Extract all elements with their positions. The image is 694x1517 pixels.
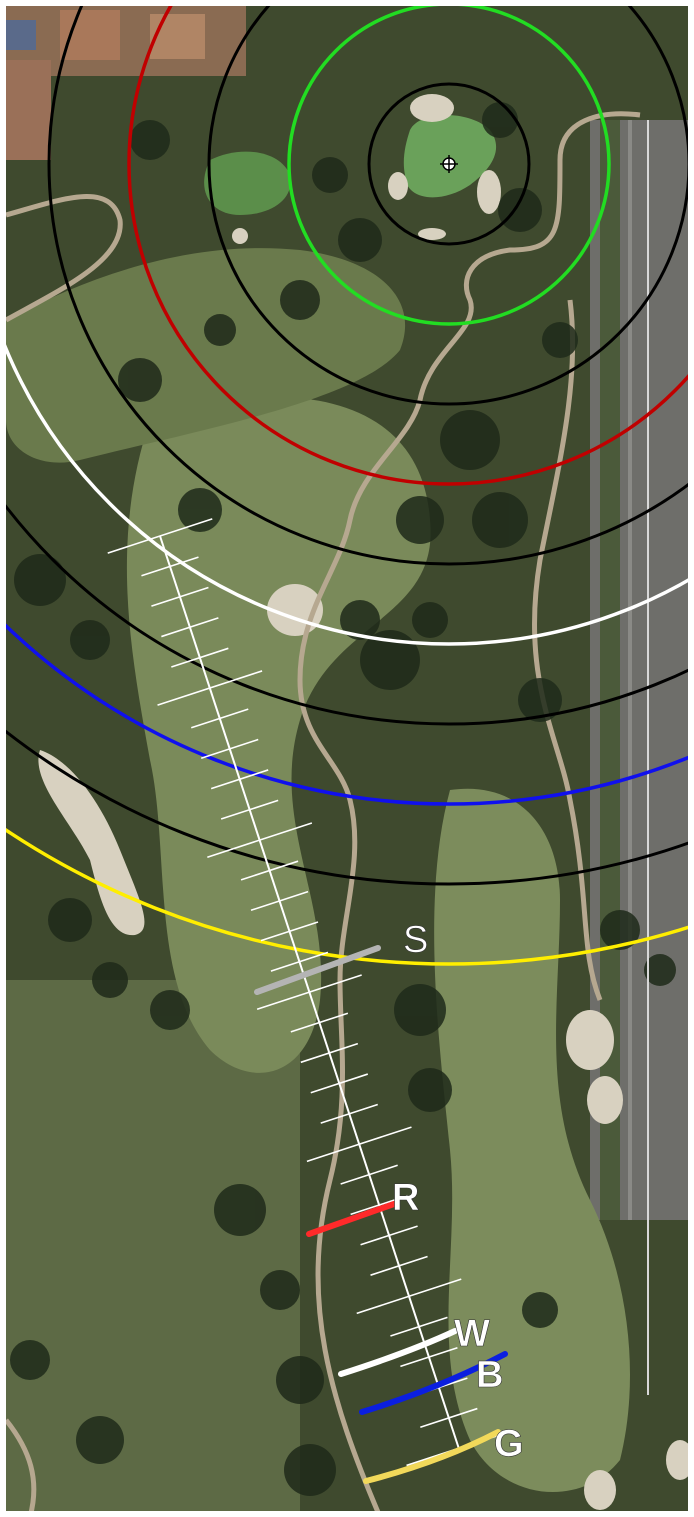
ladder-tick bbox=[190, 708, 249, 729]
ladder-tick bbox=[171, 647, 229, 668]
ring-white bbox=[6, 343, 694, 646]
tee-marker-w[interactable] bbox=[338, 1328, 458, 1377]
ladder-tick bbox=[141, 556, 199, 577]
ladder-tick bbox=[320, 1103, 378, 1124]
ladder-tick bbox=[151, 586, 209, 607]
tee-label-w: W bbox=[454, 1313, 490, 1355]
ladder-tick bbox=[370, 1255, 428, 1276]
ladder-tick bbox=[200, 738, 259, 759]
ladder-major-tick bbox=[306, 1126, 412, 1163]
ladder-tick bbox=[220, 799, 279, 820]
ladder-major-tick bbox=[107, 518, 213, 554]
ring-black-5 bbox=[6, 729, 694, 886]
yardage-ladder bbox=[107, 518, 512, 1467]
ladder-tick bbox=[161, 617, 219, 638]
putting-green bbox=[403, 115, 497, 198]
main-fairway bbox=[126, 396, 431, 1073]
ladder-tick bbox=[360, 1225, 418, 1246]
ring-blue bbox=[6, 623, 694, 806]
tee-label-s: S bbox=[403, 919, 428, 961]
ladder-tick bbox=[270, 951, 329, 972]
tee-marker-b[interactable] bbox=[359, 1351, 508, 1415]
ladder-tick bbox=[340, 1164, 398, 1185]
ladder-major-tick bbox=[157, 670, 263, 706]
ring-inner bbox=[367, 82, 531, 246]
tee-marker-s[interactable] bbox=[254, 945, 381, 995]
ring-black-3 bbox=[47, 6, 694, 566]
tee-label-g: G bbox=[494, 1423, 524, 1465]
ladder-tick bbox=[300, 1042, 359, 1064]
trees bbox=[10, 102, 676, 1496]
ladder-tick bbox=[420, 1407, 478, 1429]
ladder-tick bbox=[290, 1012, 349, 1033]
side-green bbox=[204, 151, 291, 215]
ladder-tick bbox=[400, 1346, 458, 1368]
ring-black-4 bbox=[6, 503, 694, 726]
ladder-major-tick bbox=[356, 1278, 462, 1315]
tee-marker-g[interactable] bbox=[363, 1429, 501, 1484]
ring-green bbox=[287, 6, 611, 326]
ladder-tick bbox=[210, 769, 269, 790]
bunkers bbox=[38, 94, 694, 1510]
ladder-major-tick bbox=[256, 974, 362, 1011]
crosshair-pin-icon[interactable] bbox=[440, 155, 458, 173]
ladder-major-tick bbox=[207, 822, 313, 858]
ladder-tick bbox=[390, 1316, 448, 1337]
ladder-tick bbox=[250, 890, 309, 912]
ring-yellow bbox=[6, 827, 694, 966]
ladder-tick bbox=[350, 1194, 408, 1216]
ladder-tick bbox=[240, 860, 299, 881]
tee-label-r: R bbox=[392, 1177, 419, 1219]
ring-red bbox=[127, 6, 694, 486]
houses bbox=[6, 6, 246, 160]
tee-marker-r[interactable] bbox=[306, 1201, 397, 1237]
ladder-tick bbox=[260, 921, 319, 942]
tee-label-b: B bbox=[476, 1354, 503, 1396]
ladder-tick bbox=[310, 1073, 369, 1094]
